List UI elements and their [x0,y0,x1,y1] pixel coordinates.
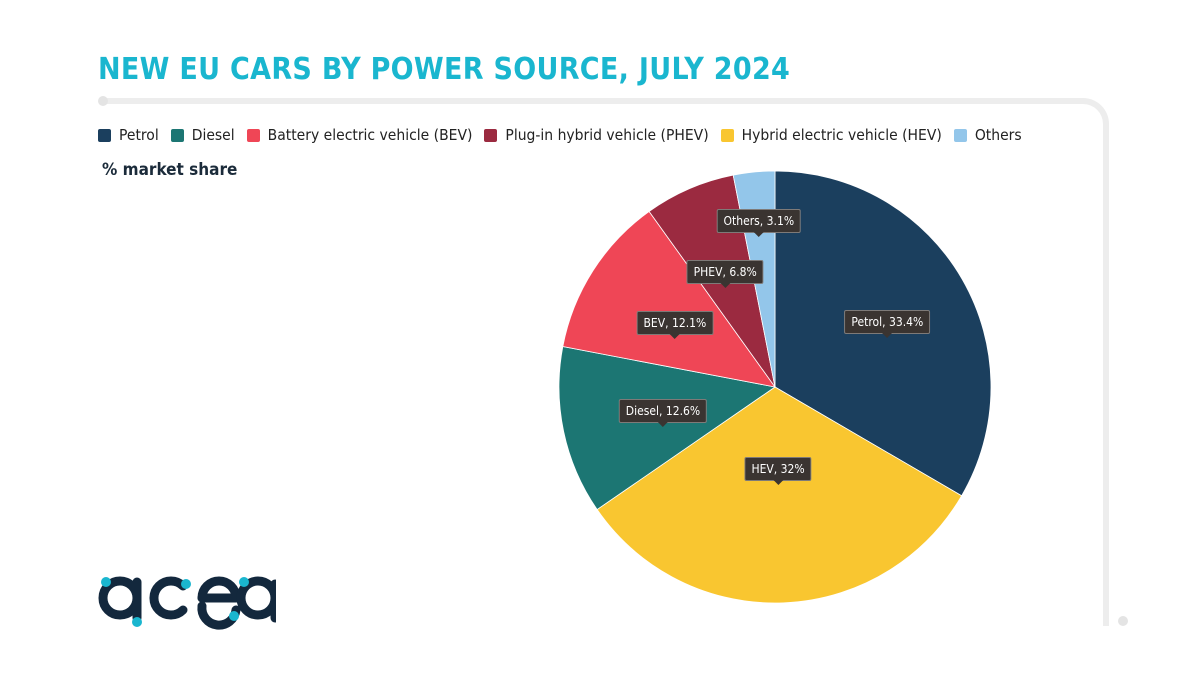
legend-swatch [953,128,967,142]
chart-legend: Petrol Diesel Battery electric vehicle (BE… [98,126,1034,144]
frame-dot [98,96,108,106]
legend-swatch [484,128,498,142]
legend-label: Others [974,126,1022,144]
legend-item-bev[interactable]: Battery electric vehicle (BEV) [246,126,473,144]
legend-label: Petrol [119,126,159,144]
chart-title: NEW EU CARS BY POWER SOURCE, JULY 2024 [98,52,791,87]
legend-swatch [246,128,260,142]
data-label-hev: HEV, 32% [744,457,812,486]
legend-item-phev[interactable]: Plug-in hybrid vehicle (PHEV) [484,126,709,144]
pie-slice-diesel[interactable] [558,346,777,511]
data-label-diesel: Diesel, 12.6% [618,398,708,427]
frame-decoration [103,98,1109,626]
pie-slice-hev[interactable] [596,386,963,604]
legend-label: Plug-in hybrid vehicle (PHEV) [505,126,709,144]
legend-swatch [720,128,734,142]
frame-dot [1118,616,1128,626]
chart-subtitle: % market share [102,160,238,180]
legend-item-others[interactable]: Others [953,126,1022,144]
legend-swatch [98,128,111,142]
pie-slice-bev[interactable] [562,210,776,388]
legend-label: Diesel [191,126,235,144]
legend-label: Hybrid electric vehicle (HEV) [741,126,942,144]
legend-item-hev[interactable]: Hybrid electric vehicle (HEV) [720,126,942,144]
legend-swatch [170,128,184,142]
data-label-others: Others, 3.1% [716,209,802,238]
data-label-phev: PHEV, 6.8% [686,260,764,289]
data-label-petrol: Petrol, 33.4% [844,310,931,339]
legend-item-diesel[interactable]: Diesel [170,126,235,144]
acea-logo [98,576,276,630]
data-label-bev: BEV, 12.1% [636,311,714,340]
legend-item-petrol[interactable]: Petrol [98,126,159,144]
legend-label: Battery electric vehicle (BEV) [267,126,473,144]
